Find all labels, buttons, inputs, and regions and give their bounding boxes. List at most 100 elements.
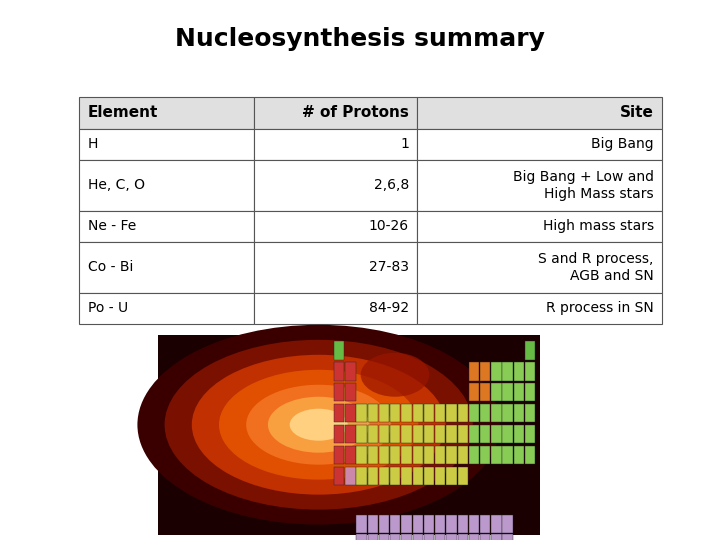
Text: Element: Element (88, 105, 158, 120)
Text: R process in SN: R process in SN (546, 301, 654, 315)
Bar (446, 446, 456, 464)
Bar (401, 515, 412, 533)
Ellipse shape (138, 325, 500, 525)
Bar (413, 534, 423, 540)
Text: # of Protons: # of Protons (302, 105, 409, 120)
Bar (401, 425, 412, 443)
Bar (390, 515, 400, 533)
Bar (254, 160, 418, 211)
Bar (356, 425, 366, 443)
Bar (491, 534, 502, 540)
Bar (469, 534, 479, 540)
Text: High mass stars: High mass stars (543, 219, 654, 233)
Bar (424, 534, 434, 540)
Bar (345, 467, 356, 485)
Bar (401, 404, 412, 422)
Bar (424, 515, 434, 533)
Bar (254, 129, 418, 160)
Text: Nucleosynthesis summary: Nucleosynthesis summary (175, 27, 545, 51)
Bar (390, 425, 400, 443)
Bar (513, 362, 524, 381)
Bar (79, 242, 254, 293)
Bar (503, 515, 513, 533)
Bar (390, 467, 400, 485)
Bar (158, 335, 540, 535)
Bar (513, 404, 524, 422)
Bar (491, 383, 502, 401)
Text: 10-26: 10-26 (369, 219, 409, 233)
Bar (418, 293, 662, 324)
Bar (413, 446, 423, 464)
Bar (480, 446, 490, 464)
Bar (525, 362, 535, 381)
Bar (513, 446, 524, 464)
Bar (525, 341, 535, 360)
Bar (457, 446, 468, 464)
Bar (413, 515, 423, 533)
Bar (480, 515, 490, 533)
Bar (435, 534, 446, 540)
Bar (491, 446, 502, 464)
Bar (480, 362, 490, 381)
Bar (254, 293, 418, 324)
Bar (368, 534, 378, 540)
Bar (390, 534, 400, 540)
Bar (480, 534, 490, 540)
Bar (457, 515, 468, 533)
Bar (418, 97, 662, 129)
Bar (79, 160, 254, 211)
Bar (413, 425, 423, 443)
Ellipse shape (219, 370, 418, 480)
Bar (401, 534, 412, 540)
Bar (424, 446, 434, 464)
Text: Big Bang + Low and
High Mass stars: Big Bang + Low and High Mass stars (513, 170, 654, 201)
Bar (379, 534, 390, 540)
Bar (469, 515, 479, 533)
Bar (503, 362, 513, 381)
Bar (435, 467, 446, 485)
Bar (334, 341, 344, 360)
Bar (79, 97, 254, 129)
Bar (379, 425, 390, 443)
Bar (254, 211, 418, 242)
Bar (469, 383, 479, 401)
Bar (513, 425, 524, 443)
Bar (368, 467, 378, 485)
Bar (491, 404, 502, 422)
Bar (525, 446, 535, 464)
Bar (457, 425, 468, 443)
Bar (418, 129, 662, 160)
Bar (401, 467, 412, 485)
Bar (390, 446, 400, 464)
Bar (503, 446, 513, 464)
Ellipse shape (246, 384, 391, 464)
Bar (491, 515, 502, 533)
Bar (469, 425, 479, 443)
Bar (390, 404, 400, 422)
Bar (356, 534, 366, 540)
Text: S and R process,
AGB and SN: S and R process, AGB and SN (539, 252, 654, 283)
Bar (513, 383, 524, 401)
Bar (368, 515, 378, 533)
Bar (446, 404, 456, 422)
Bar (446, 425, 456, 443)
Bar (424, 425, 434, 443)
Bar (424, 467, 434, 485)
Bar (334, 425, 344, 443)
Bar (356, 404, 366, 422)
Bar (334, 404, 344, 422)
Bar (525, 425, 535, 443)
Bar (503, 534, 513, 540)
Text: He, C, O: He, C, O (88, 178, 145, 192)
Bar (334, 383, 344, 401)
Bar (480, 425, 490, 443)
Text: Po - U: Po - U (88, 301, 128, 315)
Text: Site: Site (620, 105, 654, 120)
Bar (334, 362, 344, 381)
Ellipse shape (268, 397, 369, 453)
Ellipse shape (361, 353, 429, 397)
Bar (418, 211, 662, 242)
Bar (424, 404, 434, 422)
Bar (368, 425, 378, 443)
Bar (79, 129, 254, 160)
